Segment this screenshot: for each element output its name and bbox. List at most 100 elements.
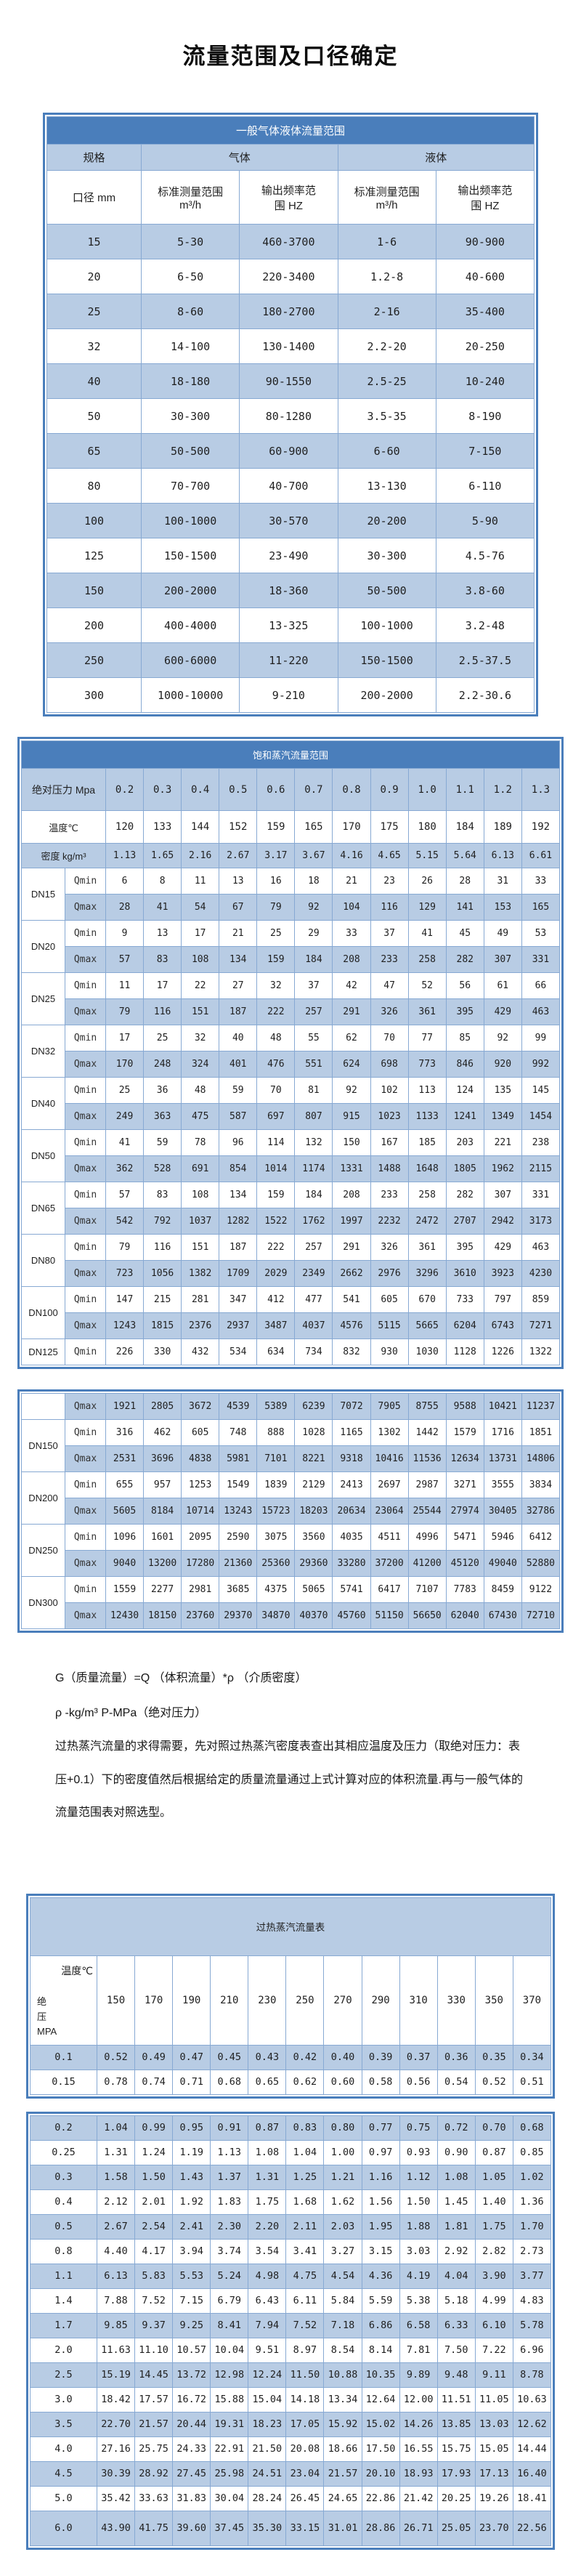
table1-cell: 13-325 — [239, 607, 338, 643]
flow-value: 4.83 — [512, 2288, 552, 2314]
qmax-value: 8755 — [407, 1393, 447, 1420]
dn-label: DN50 — [21, 1129, 65, 1182]
flow-value: 10.63 — [512, 2386, 552, 2413]
qmin-value: 797 — [483, 1286, 522, 1313]
flow-value: 37.45 — [210, 2510, 249, 2546]
qmax-value: 33280 — [332, 1550, 371, 1577]
table2-title: 饱和蒸汽流量范围 — [21, 740, 560, 769]
qmax-value: 1282 — [219, 1208, 258, 1235]
flow-value: 8.14 — [361, 2337, 400, 2363]
table3-row: 3.5 22.70 21.57 20.44 19.31 18.23 17.05 15.92 15… — [30, 2411, 552, 2437]
flow-value: 28.24 — [248, 2485, 287, 2511]
qmin-value: 113 — [407, 1077, 447, 1104]
table1-cell: 6-60 — [337, 433, 436, 469]
qmax-value: 4539 — [219, 1393, 258, 1420]
qmax-value: 2707 — [445, 1208, 484, 1235]
table1-cell: 100-1000 — [140, 503, 240, 538]
flow-value: 5.59 — [361, 2288, 400, 2314]
flow-value: 11.10 — [134, 2337, 174, 2363]
qmin-value: 4996 — [407, 1524, 447, 1551]
density-value: 1.65 — [143, 843, 182, 868]
qmax-value: 7271 — [521, 1312, 561, 1339]
density-value: 6.61 — [521, 843, 561, 868]
qmin-value: 257 — [294, 1234, 333, 1261]
density-value: 3.17 — [256, 843, 296, 868]
qmin-value: 41 — [105, 1129, 145, 1156]
qmax-value: 30405 — [483, 1498, 522, 1525]
qmax-value: 3173 — [521, 1208, 561, 1235]
qmin-value: 124 — [445, 1077, 484, 1104]
qmin-value: 25 — [256, 920, 296, 947]
qmax-value: 40370 — [294, 1602, 333, 1629]
flow-value: 3.77 — [512, 2263, 552, 2289]
qmin-value: 395 — [445, 1234, 484, 1261]
table2-qmin-row: DN250 Qmin 1096 1601 2095 2590 3075 3560 4035 451… — [21, 1524, 561, 1577]
flow-value: 16.72 — [172, 2386, 211, 2413]
table1-cell: 14-100 — [140, 328, 240, 364]
table3-block2-body: 0.2 1.04 0.99 0.95 0.91 0.87 0.83 0.80 0.77 0.75 0… — [30, 2115, 552, 2546]
flow-value: 2.41 — [172, 2213, 211, 2240]
flow-value: 14.18 — [285, 2386, 325, 2413]
flow-value: 39.60 — [172, 2510, 211, 2546]
table1-cell: 130-1400 — [239, 328, 338, 364]
qmin-value: 462 — [143, 1419, 182, 1446]
pressure-row-label: 0.1 — [30, 2044, 97, 2070]
flow-value: 7.15 — [172, 2288, 211, 2314]
qmax-value: 18203 — [294, 1498, 333, 1525]
qmin-value: 2413 — [332, 1471, 371, 1498]
qmax-value: 257 — [294, 998, 333, 1025]
pressure-value: 1.0 — [407, 768, 447, 811]
qmax-value: 79 — [105, 998, 145, 1025]
table1-cell: 20 — [46, 259, 142, 294]
qmax-value: 528 — [143, 1155, 182, 1182]
qmin-value: 6 — [105, 868, 145, 895]
table1-cell: 40-600 — [435, 259, 535, 294]
table3-row: 1.4 7.88 7.52 7.15 6.79 6.43 6.11 5.84 5.59 5.38 5… — [30, 2288, 552, 2314]
pressure-row-label: 4.5 — [30, 2460, 97, 2487]
qmin-value: 32 — [181, 1025, 220, 1051]
qmax-value: 1815 — [143, 1312, 182, 1339]
qmax-value: 1805 — [445, 1155, 484, 1182]
qmax-value: 32786 — [521, 1498, 561, 1525]
qmin-value: 222 — [256, 1234, 296, 1261]
qmax-value: 159 — [256, 946, 296, 973]
flow-value: 13.03 — [474, 2411, 513, 2437]
qmax-value: 34870 — [256, 1602, 296, 1629]
flow-value: 1.12 — [399, 2164, 438, 2190]
qmax-value: 3610 — [445, 1260, 484, 1287]
qmax-value: 1243 — [105, 1312, 145, 1339]
qmin-value: 37 — [294, 972, 333, 999]
flow-value: 6.33 — [436, 2312, 476, 2338]
qmax-value: 187 — [219, 998, 258, 1025]
flow-value: 2.01 — [134, 2189, 174, 2215]
table1-cell: 100-1000 — [337, 607, 436, 643]
flow-value: 1.81 — [436, 2213, 476, 2240]
flow-value: 22.70 — [96, 2411, 136, 2437]
table1-cell: 6-110 — [435, 468, 535, 504]
table1-cell: 50-500 — [140, 433, 240, 469]
qmin-value: 16 — [256, 868, 296, 895]
flow-value: 2.54 — [134, 2213, 174, 2240]
qmin-value: 226 — [105, 1339, 145, 1365]
table3-block1-body: 0.1 0.52 0.49 0.47 0.45 0.43 0.42 0.40 0.39 0.37 0… — [30, 2044, 552, 2095]
qmax-value: 28 — [105, 894, 145, 921]
flow-value: 8.97 — [285, 2337, 325, 2363]
table3-row: 0.25 1.31 1.24 1.19 1.13 1.08 1.04 1.00 0.97 0.93… — [30, 2139, 552, 2165]
table1-cell: 2-16 — [337, 294, 436, 329]
pressure-value: 0.2 — [105, 768, 145, 811]
qmax-value: 401 — [219, 1051, 258, 1078]
table1-cell: 18-360 — [239, 573, 338, 608]
qmax-value: 920 — [483, 1051, 522, 1078]
flow-value: 15.92 — [323, 2411, 362, 2437]
table2-qmax-row: Qmax 2531 3696 4838 5981 7101 8221 9318 10416 115… — [22, 1445, 561, 1472]
table1-cell: 150-1500 — [337, 642, 436, 678]
flow-value: 18.41 — [512, 2485, 552, 2511]
qmax-label: Qmax — [65, 998, 106, 1025]
flow-value: 16.40 — [512, 2460, 552, 2487]
flow-value: 13.85 — [436, 2411, 476, 2437]
superheated-steam-table: 过热蒸汽流量表 温度℃ 绝 压 MPA 150 170 190 210 230 250 27… — [30, 1897, 552, 2095]
table2-qmax-row: Qmax 249 363 475 587 697 807 915 1023 1133 1241 134… — [22, 1103, 561, 1130]
qmin-value: 6412 — [521, 1524, 561, 1551]
qmin-value: 22 — [181, 972, 220, 999]
